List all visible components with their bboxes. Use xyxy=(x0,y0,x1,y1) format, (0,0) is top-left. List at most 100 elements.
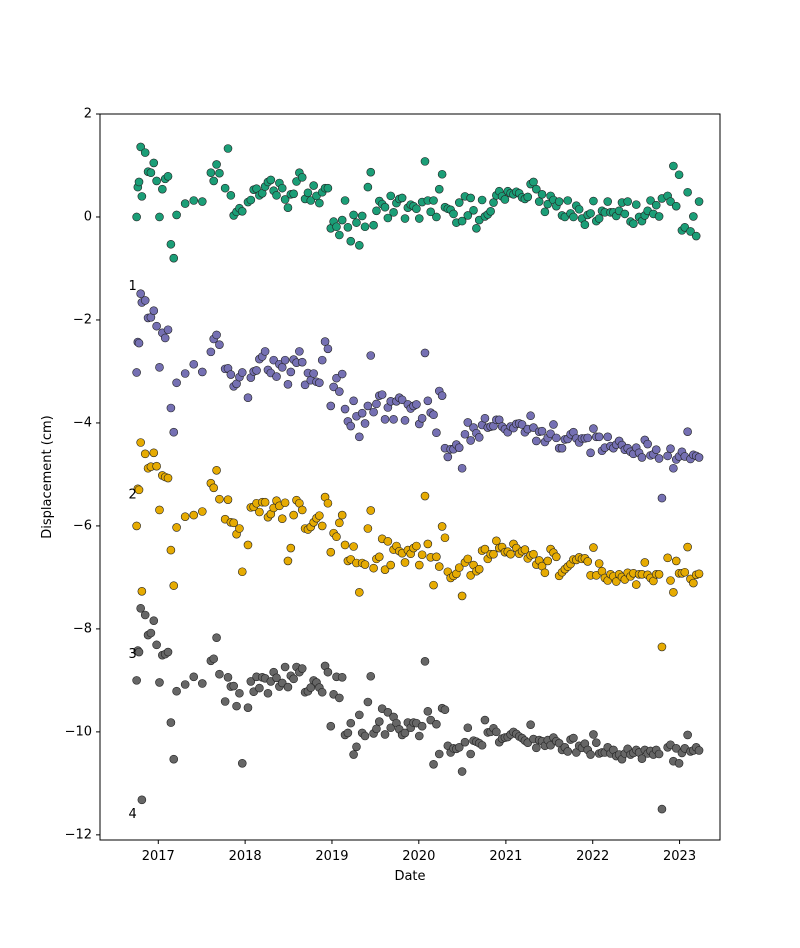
data-point-series-3 xyxy=(640,558,650,567)
data-point-series-2 xyxy=(357,408,367,418)
data-point-series-2 xyxy=(360,419,370,428)
data-point-series-1 xyxy=(623,197,632,206)
data-point-series-4 xyxy=(215,669,224,679)
data-point-series-1 xyxy=(206,168,216,177)
data-point-series-3 xyxy=(134,485,144,495)
data-point-series-2 xyxy=(549,420,558,429)
data-point-series-1 xyxy=(400,214,410,223)
data-point-series-4 xyxy=(363,697,373,707)
data-point-series-1 xyxy=(397,193,407,203)
data-point-series-1 xyxy=(589,196,598,206)
data-point-series-1 xyxy=(363,182,373,192)
data-point-series-4 xyxy=(163,647,173,657)
data-point-series-3 xyxy=(594,559,604,568)
scatter-points xyxy=(132,142,704,814)
data-point-series-2 xyxy=(366,351,376,360)
data-point-series-1 xyxy=(169,253,179,263)
data-point-series-4 xyxy=(137,795,147,805)
data-point-series-2 xyxy=(552,433,561,443)
data-point-series-4 xyxy=(375,717,384,726)
data-point-series-3 xyxy=(149,448,159,458)
x-tick-label: 2017 xyxy=(142,849,175,864)
data-point-series-3 xyxy=(132,521,141,531)
data-point-series-1 xyxy=(651,200,661,210)
data-point-series-4 xyxy=(440,705,450,715)
data-point-series-4 xyxy=(569,733,578,743)
data-point-series-2 xyxy=(169,427,179,437)
data-point-series-4 xyxy=(434,749,444,759)
data-point-series-4 xyxy=(360,731,370,741)
data-point-series-2 xyxy=(326,401,336,411)
data-point-series-1 xyxy=(569,212,578,222)
data-point-series-1 xyxy=(554,197,564,206)
data-point-series-2 xyxy=(340,404,350,414)
data-point-series-4 xyxy=(492,727,501,737)
data-point-series-2 xyxy=(443,452,453,462)
data-point-series-4 xyxy=(383,708,393,717)
data-point-series-1 xyxy=(372,206,381,216)
data-point-series-1 xyxy=(166,239,176,249)
data-point-series-3 xyxy=(317,521,327,531)
data-point-series-1 xyxy=(134,177,144,187)
data-point-series-2 xyxy=(349,396,358,406)
data-point-series-4 xyxy=(232,701,241,711)
series-label: 2 xyxy=(128,488,136,503)
data-point-series-1 xyxy=(132,212,141,222)
data-point-series-4 xyxy=(289,674,298,684)
data-point-series-3 xyxy=(666,576,675,585)
data-point-series-4 xyxy=(586,750,595,759)
data-point-series-1 xyxy=(449,209,458,219)
data-point-series-2 xyxy=(669,463,678,473)
data-point-series-1 xyxy=(155,212,164,222)
data-point-series-3 xyxy=(289,510,298,520)
series-labels: 1 2 3 4 xyxy=(128,279,136,822)
data-point-series-4 xyxy=(155,678,164,687)
data-point-series-2 xyxy=(654,454,664,463)
series-label: 4 xyxy=(128,807,136,822)
data-point-series-3 xyxy=(412,541,421,551)
data-point-series-4 xyxy=(463,723,473,733)
data-point-series-2 xyxy=(335,387,344,396)
data-point-series-4 xyxy=(283,682,293,692)
data-point-series-3 xyxy=(136,438,145,447)
data-point-series-1 xyxy=(472,224,481,233)
data-point-series-2 xyxy=(583,433,593,443)
data-point-series-4 xyxy=(189,672,199,682)
data-point-series-1 xyxy=(149,158,159,168)
data-point-series-4 xyxy=(229,681,239,691)
data-point-series-3 xyxy=(163,473,173,483)
data-point-series-4 xyxy=(212,633,221,642)
data-point-series-1 xyxy=(237,207,247,216)
data-point-series-2 xyxy=(526,411,535,421)
data-point-series-3 xyxy=(198,507,207,516)
data-point-series-4 xyxy=(526,720,535,729)
data-point-series-3 xyxy=(335,518,344,528)
data-point-series-1 xyxy=(137,192,147,201)
data-point-series-2 xyxy=(337,369,347,379)
data-point-series-1 xyxy=(360,222,370,232)
data-point-series-4 xyxy=(149,616,159,625)
data-point-series-3 xyxy=(180,512,190,521)
data-point-series-3 xyxy=(454,563,464,572)
data-point-series-4 xyxy=(386,723,396,733)
data-point-series-2 xyxy=(189,359,199,369)
data-point-series-1 xyxy=(540,207,550,217)
data-point-series-4 xyxy=(674,758,684,768)
data-point-series-3 xyxy=(506,549,515,559)
data-point-series-1 xyxy=(689,212,698,221)
data-point-series-2 xyxy=(237,368,247,377)
data-point-series-2 xyxy=(466,436,475,445)
data-point-series-2 xyxy=(272,372,281,381)
data-point-series-4 xyxy=(152,640,161,650)
data-point-series-2 xyxy=(454,443,464,452)
data-point-series-4 xyxy=(198,679,207,688)
data-point-series-3 xyxy=(332,532,341,542)
data-point-series-2 xyxy=(317,355,327,365)
data-point-series-1 xyxy=(349,210,358,220)
data-point-series-1 xyxy=(306,196,316,205)
data-point-series-2 xyxy=(657,493,667,503)
data-point-series-4 xyxy=(136,603,145,613)
data-point-series-3 xyxy=(166,545,176,555)
data-point-series-1 xyxy=(146,168,156,177)
